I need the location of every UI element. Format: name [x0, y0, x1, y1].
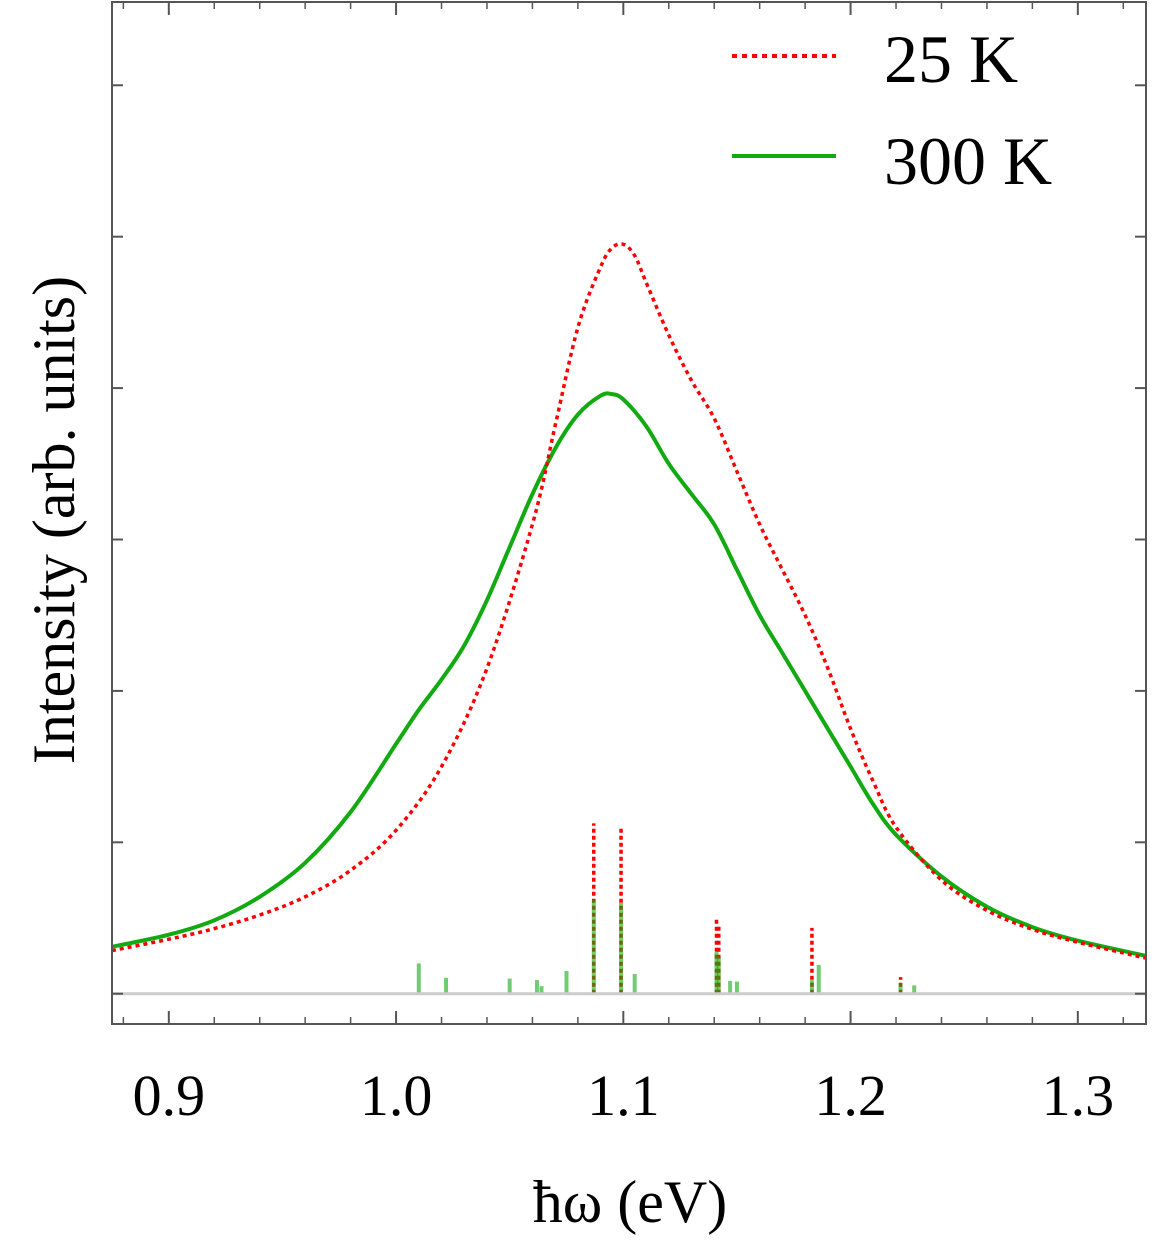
- stick-spectrum: [416, 823, 917, 994]
- legend-300K-label: 300 K: [884, 123, 1052, 199]
- legend-25K-label: 25 K: [884, 21, 1018, 97]
- x-tick-label: 1.2: [814, 1063, 887, 1128]
- x-tick-label: 0.9: [133, 1063, 206, 1128]
- series-300K-line: [111, 391, 1147, 958]
- x-tick-label: 1.3: [1042, 1063, 1115, 1128]
- series-25K-line: [111, 242, 1147, 960]
- x-tick-label: 1.0: [360, 1063, 433, 1128]
- legend: 25 K 300 K: [732, 21, 1052, 199]
- plot-frame: [111, 1, 1147, 1025]
- x-tick-labels: 0.9 1.0 1.1 1.2 1.3: [133, 1063, 1115, 1128]
- y-axis-title: Intensity (arb. units): [21, 276, 87, 764]
- x-axis-title: ħω (eV): [533, 1169, 727, 1235]
- x-tick-label: 1.1: [587, 1063, 660, 1128]
- axis-ticks: [112, 2, 1146, 1024]
